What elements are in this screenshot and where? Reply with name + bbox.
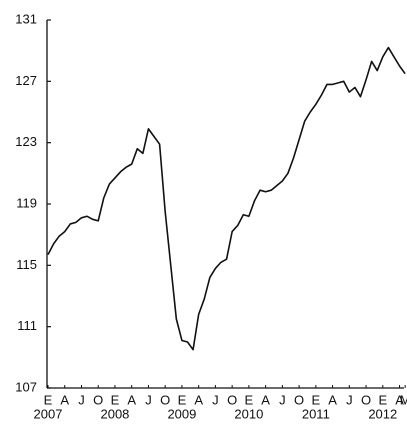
x-tick-label: O <box>227 392 237 407</box>
year-label: 2008 <box>100 406 129 421</box>
x-tick-label: E <box>378 392 387 407</box>
y-tick-label: 111 <box>17 318 37 333</box>
line <box>47 46 406 351</box>
year-label: 2010 <box>234 406 263 421</box>
y-tick-label: 131 <box>15 11 37 26</box>
x-tick-label: J <box>346 392 353 407</box>
x-tick-label: E <box>245 392 254 407</box>
year-label: 2011 <box>302 406 330 421</box>
x-tick-label: A <box>328 392 337 407</box>
x-tick-label: J <box>212 392 219 407</box>
x-tick-label: E <box>44 392 53 407</box>
x-tick-label: O <box>294 392 304 407</box>
x-tick-label: J <box>78 392 85 407</box>
y-tick-label: 115 <box>16 257 37 272</box>
year-label: 2007 <box>34 406 63 421</box>
y-tick-label: 123 <box>15 134 37 149</box>
x-tick-label: E <box>111 392 120 407</box>
x-tick-label: A <box>60 392 69 407</box>
y-tick-label: 107 <box>15 379 37 394</box>
x-tick-label: O <box>160 392 170 407</box>
x-tick-label: E <box>178 392 187 407</box>
year-label: 2012 <box>368 406 397 421</box>
x-tick-label: M <box>400 392 407 407</box>
x-tick-label: A <box>127 392 136 407</box>
x-tick-label: A <box>395 392 404 407</box>
x-tick-label: O <box>93 392 103 407</box>
y-tick-label: 119 <box>16 195 37 210</box>
x-tick-label: E <box>312 392 321 407</box>
x-tick-label: A <box>261 392 270 407</box>
x-tick-label: J <box>279 392 286 407</box>
x-tick-label: J <box>145 392 152 407</box>
y-tick-label: 127 <box>15 73 37 88</box>
x-tick-label: O <box>361 392 371 407</box>
x-tick-label: A <box>194 392 203 407</box>
year-label: 2009 <box>167 406 196 421</box>
